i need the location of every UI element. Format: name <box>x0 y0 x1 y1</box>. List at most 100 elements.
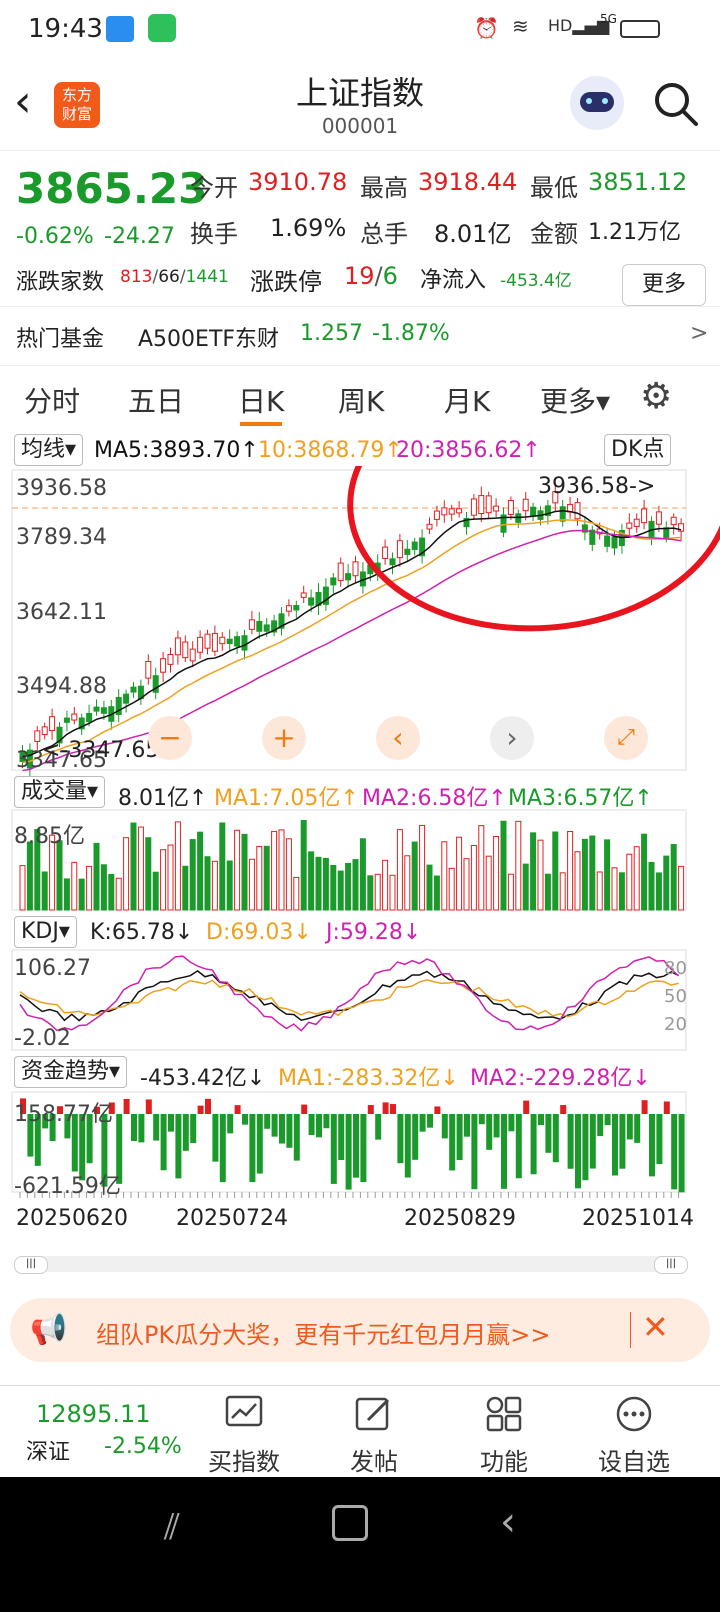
limit-down: 6 <box>382 262 398 290</box>
limit-values: 19/6 <box>344 262 398 290</box>
edit-icon <box>355 1397 390 1431</box>
funds-select[interactable]: 资金趋势▾ <box>14 1056 128 1088</box>
zoom-in-icon[interactable]: + <box>262 716 306 760</box>
kline-chart[interactable] <box>0 466 720 1266</box>
hand-drawn-circle <box>347 466 720 632</box>
funds-y-bottom: -621.59亿 <box>14 1174 121 1199</box>
candle <box>226 638 233 645</box>
tab-daily-k[interactable]: 日K <box>238 385 285 418</box>
home-icon[interactable] <box>332 1505 368 1541</box>
nav-functions[interactable]: 功能 <box>458 1392 550 1476</box>
funds-bar <box>515 1114 522 1179</box>
volume-bar <box>219 822 226 911</box>
volume-bar <box>234 829 241 911</box>
volume-bar <box>263 845 270 911</box>
back-nav-icon[interactable]: ‹ <box>500 1499 516 1545</box>
tab-intraday[interactable]: 分时 <box>24 385 81 418</box>
volume-bar <box>493 835 500 911</box>
zoom-out-icon[interactable]: − <box>148 716 192 760</box>
nav-label: 买指数 <box>208 1448 280 1476</box>
funds-bar <box>219 1114 226 1183</box>
amount-value: 1.21万亿 <box>588 220 681 245</box>
index-name[interactable]: 深证 <box>26 1440 71 1465</box>
kline-y-label: 3789.34 <box>16 525 107 550</box>
fullscreen-icon[interactable]: ⤢ <box>604 716 648 760</box>
tab-more[interactable]: 更多▾ <box>540 385 611 418</box>
netflow-label: 净流入 <box>420 268 487 293</box>
nav-add-watchlist[interactable]: 设自选 <box>588 1392 680 1476</box>
volume-bar <box>308 851 315 911</box>
candle <box>219 636 226 645</box>
tab-five-day[interactable]: 五日 <box>128 385 185 418</box>
funds-bar <box>271 1114 278 1137</box>
grid-icon <box>486 1396 522 1432</box>
candle <box>34 730 41 742</box>
volume-bar <box>34 829 41 911</box>
volume-bar <box>411 841 418 911</box>
hot-fund-row[interactable]: 热门基金 A500ETF东财 1.257 -1.87% > <box>0 306 720 366</box>
candle <box>589 529 596 545</box>
funds-bar <box>168 1114 174 1132</box>
tab-monthly-k[interactable]: 月K <box>444 385 491 418</box>
assistant-robot-icon[interactable] <box>570 76 624 130</box>
candle <box>174 637 181 656</box>
network-type: 5G <box>600 12 617 26</box>
funds-bar <box>367 1105 374 1114</box>
funds-bar <box>560 1105 567 1114</box>
volume-bar <box>419 824 426 911</box>
volume-bar <box>426 864 433 911</box>
volume-select[interactable]: 成交量▾ <box>14 776 106 808</box>
volume-bar <box>130 822 137 911</box>
recent-apps-icon[interactable]: ⫽ <box>164 1507 181 1548</box>
candle <box>478 495 485 515</box>
candle <box>604 535 611 547</box>
kdj-select[interactable]: KDJ▾ <box>14 916 77 948</box>
candle <box>411 541 418 550</box>
candle <box>559 506 566 522</box>
funds-bar <box>449 1114 456 1171</box>
funds-legend: 资金趋势▾ -453.42亿↓ MA1:-283.32亿↓ MA2:-229.2… <box>0 1054 720 1091</box>
megaphone-icon: 📢 <box>30 1312 68 1347</box>
pan-left-icon[interactable]: ‹ <box>376 716 420 760</box>
funds-bar <box>123 1098 130 1114</box>
dk-point-button[interactable]: DK点 <box>604 434 672 466</box>
volume-bar <box>137 826 144 911</box>
index-change[interactable]: -2.54% <box>104 1434 182 1459</box>
candle <box>56 726 63 744</box>
min-marker: <-3347.65 <box>42 738 160 763</box>
tab-weekly-k[interactable]: 周K <box>338 385 385 418</box>
funds-bar <box>182 1114 189 1151</box>
nav-buy-index[interactable]: 买指数 <box>198 1392 290 1476</box>
range-scrollbar[interactable]: ||| ||| <box>14 1256 688 1274</box>
settings-gear-icon[interactable]: ⚙ <box>640 376 673 417</box>
funds-bar <box>575 1114 581 1189</box>
volume-bar <box>160 849 167 911</box>
funds-value: -453.42亿↓ <box>140 1066 266 1091</box>
nav-post[interactable]: 发帖 <box>328 1392 420 1476</box>
close-icon[interactable]: ✕ <box>642 1308 669 1346</box>
candle <box>396 540 403 559</box>
limit-label: 涨跌停 <box>250 268 322 296</box>
high-value: 3918.44 <box>418 168 518 196</box>
more-quote-button[interactable]: 更多 <box>622 264 706 306</box>
kdj-y-bottom: -2.02 <box>14 1026 71 1051</box>
search-icon[interactable] <box>652 80 700 128</box>
low-value: 3851.12 <box>588 168 688 196</box>
promo-banner[interactable]: 📢 组队PK瓜分大奖，更有千元红包月月赢>> ✕ <box>10 1298 710 1362</box>
volume-ma3: MA3:6.57亿↑ <box>508 786 653 811</box>
back-arrow-icon[interactable]: ‹ <box>14 76 32 127</box>
banner-divider <box>630 1312 631 1348</box>
taobao-icon <box>106 16 134 42</box>
candle <box>100 707 107 714</box>
ma-select[interactable]: 均线▾ <box>14 434 84 466</box>
range-right-handle[interactable]: ||| <box>654 1256 688 1274</box>
breadth-label: 涨跌家数 <box>16 270 105 295</box>
volume-bar <box>256 845 263 911</box>
range-left-handle[interactable]: ||| <box>14 1256 48 1274</box>
index-value[interactable]: 12895.11 <box>36 1400 151 1428</box>
pan-right-icon[interactable]: › <box>490 716 534 760</box>
funds-bar <box>671 1114 678 1190</box>
candle <box>678 523 685 532</box>
volume-bar <box>678 865 685 911</box>
funds-bar <box>478 1114 485 1125</box>
